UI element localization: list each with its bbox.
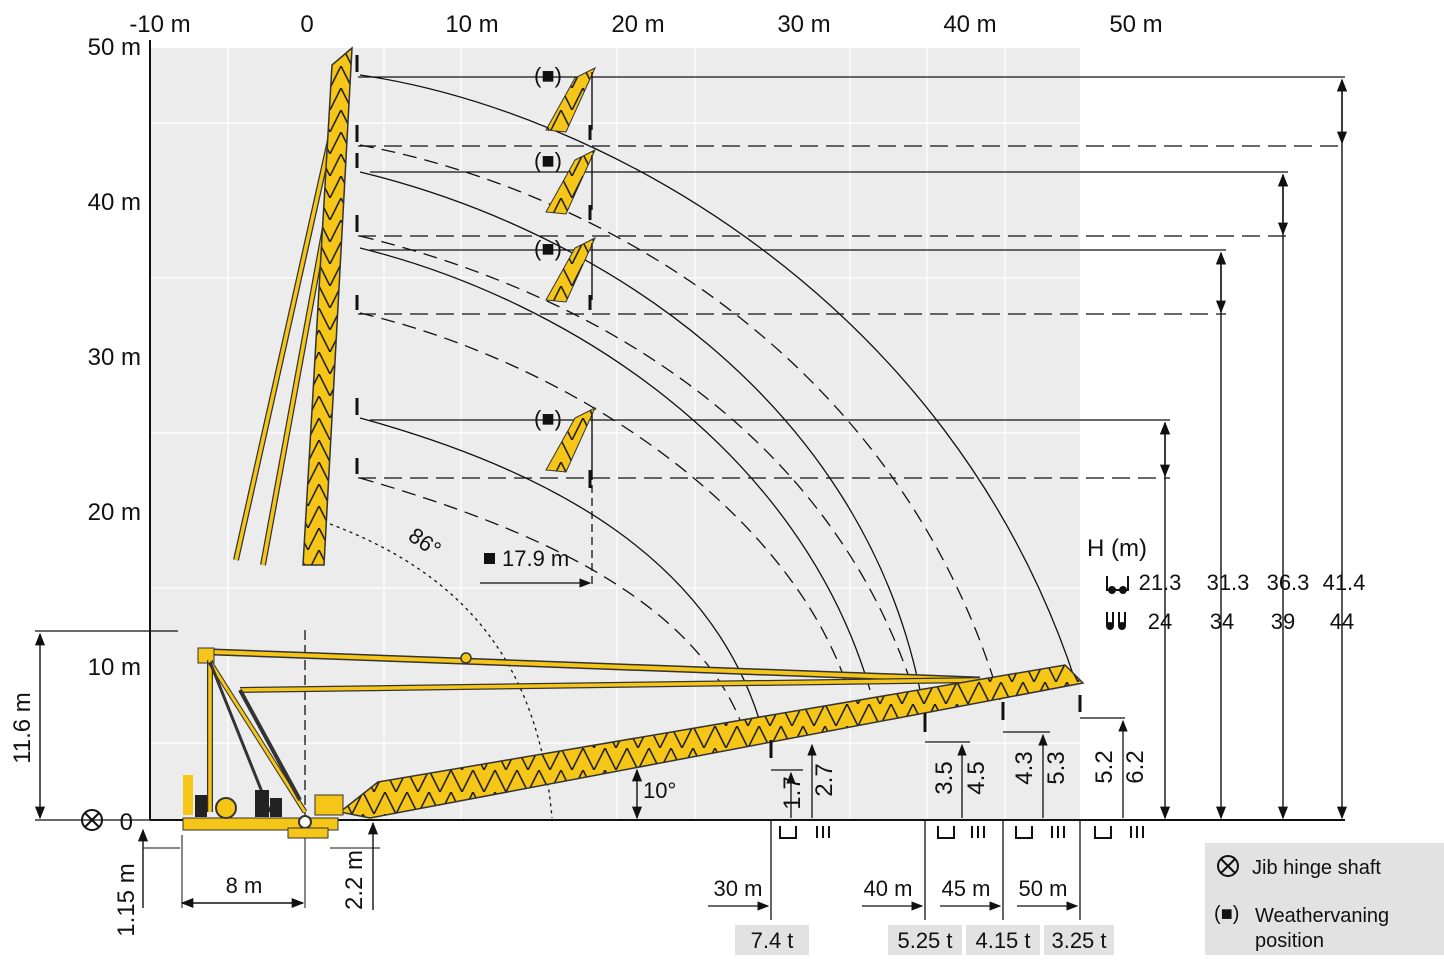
height-cell: 39 — [1271, 609, 1295, 634]
height-cell: 21.3 — [1139, 570, 1182, 595]
legend-weathervane-text: Weathervaning — [1255, 905, 1389, 927]
weathervane-marker: (■) — [534, 148, 562, 173]
weathervane-jibs — [545, 66, 597, 480]
height-dimension-arrows — [34, 78, 1348, 910]
height-cell: 34 — [1210, 609, 1234, 634]
y-tick-label: 40 m — [88, 189, 141, 216]
height-table-title: H (m) — [1087, 535, 1147, 562]
load-box — [888, 925, 962, 955]
load-curve — [359, 74, 1076, 681]
load-curve — [359, 171, 921, 691]
load-value: 3.25 t — [1051, 928, 1106, 953]
y-axis-labels: 50 m 40 m 30 m 20 m 10 m 0 — [88, 34, 141, 836]
radius-label: 30 m — [714, 876, 763, 901]
load-value: 5.25 t — [897, 928, 952, 953]
hook-icon-group — [355, 55, 1082, 758]
x-tick-label: 40 m — [943, 11, 996, 38]
height-cell: 36.3 — [1267, 570, 1310, 595]
radius-label: 40 m — [864, 876, 913, 901]
height-lines — [304, 76, 1345, 820]
legend-box — [1205, 843, 1444, 955]
y-tick-label: 30 m — [88, 344, 141, 371]
y-tick-label: 20 m — [88, 499, 141, 526]
load-curve — [359, 247, 871, 691]
height-cell: 24 — [1148, 609, 1172, 634]
hook-height-2fall: 4.3 — [1011, 751, 1038, 784]
x-tick-label: -10 m — [129, 11, 190, 38]
x-tick-label: 30 m — [777, 11, 830, 38]
load-box — [966, 925, 1040, 955]
weathervane-marker: (■) — [534, 406, 562, 431]
legend-hinge-text: Jib hinge shaft — [1252, 857, 1381, 879]
radius-label: 45 m — [942, 876, 991, 901]
y-tick-label: 0 — [120, 809, 133, 836]
hook-height-4fall: 2.7 — [811, 763, 838, 796]
hook-height-2fall: 3.5 — [931, 761, 958, 794]
x-tick-label: 0 — [300, 11, 313, 38]
weathervane-marker: (■) — [534, 63, 562, 88]
load-curve — [359, 235, 911, 681]
x-tick-label: 10 m — [445, 11, 498, 38]
height-cell: 44 — [1330, 609, 1354, 634]
hook-height-4fall: 5.3 — [1043, 751, 1070, 784]
height-cell: 41.4 — [1323, 570, 1366, 595]
base-height-label: 1.15 m — [113, 863, 140, 936]
hinge-shaft-legend-icon — [1217, 855, 1239, 877]
weathervane-labels: (■) (■) (■) (■) — [534, 63, 562, 431]
reeving-icons-row — [779, 826, 1144, 839]
hinge-height-label: 2.2 m — [341, 850, 368, 910]
load-box — [1044, 925, 1114, 955]
inclined-jib — [212, 648, 1085, 819]
base-width-label: 8 m — [226, 873, 263, 898]
x-tick-label: 50 m — [1109, 11, 1162, 38]
vertical-jib — [233, 46, 353, 566]
load-value: 7.4 t — [751, 928, 794, 953]
load-curve — [359, 144, 1001, 701]
load-value: 4.15 t — [975, 928, 1030, 953]
reeving-4-fall-icon — [1106, 612, 1126, 630]
legend-weathervane-symbol: (■) — [1214, 903, 1239, 925]
pivot-height-label: 11.6 m — [9, 692, 36, 764]
load-curve — [359, 477, 741, 721]
weathervane-legend-square — [484, 553, 495, 564]
hook-height-4fall: 4.5 — [963, 761, 990, 794]
x-axis-labels: -10 m 0 10 m 20 m 30 m 40 m 50 m — [129, 11, 1162, 38]
crane-base — [182, 647, 344, 839]
reeving-2-fall-icon — [1106, 576, 1129, 594]
min-angle-label: 10° — [643, 778, 676, 803]
weathervane-marker: (■) — [534, 236, 562, 261]
y-tick-label: 10 m — [88, 654, 141, 681]
height-cell: 31.3 — [1207, 570, 1250, 595]
load-curve — [359, 312, 846, 681]
x-tick-label: 20 m — [611, 11, 664, 38]
y-tick-label: 50 m — [88, 34, 141, 61]
hook-height-dims — [480, 578, 1128, 920]
legend-weathervane-text-2: position — [1255, 930, 1324, 952]
legend: Jib hinge shaft (■) Weathervaning positi… — [1205, 843, 1444, 955]
hook-height-2fall: 5.2 — [1091, 750, 1118, 783]
load-box — [735, 925, 809, 955]
radius-label: 50 m — [1019, 876, 1068, 901]
weathervane-radius-label: 17.9 m — [502, 546, 569, 571]
hook-height-4fall: 6.2 — [1122, 750, 1149, 783]
hook-height-2fall: 1.7 — [779, 776, 806, 809]
